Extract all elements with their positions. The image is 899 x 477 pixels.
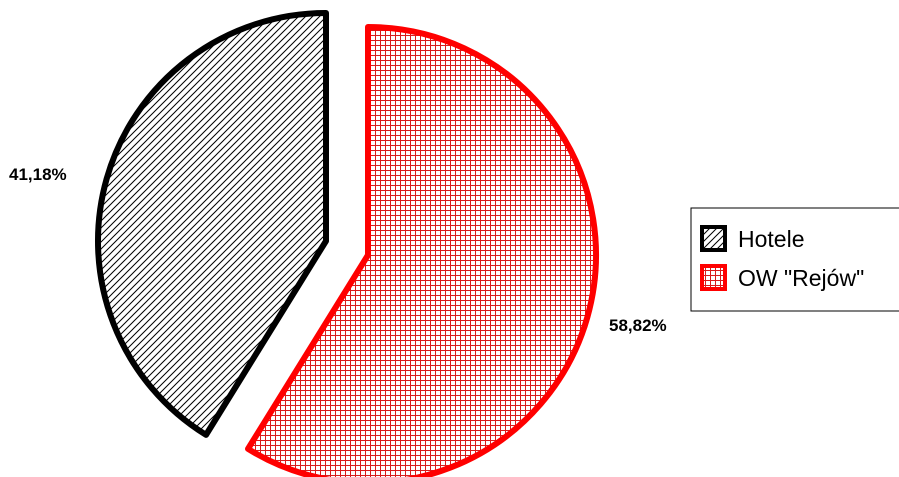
slices: [95, 10, 599, 477]
legend-swatch-ow-rejow: [700, 264, 727, 291]
legend-swatch-hotele: [700, 225, 727, 252]
legend-label-hotele: Hotele: [738, 226, 804, 252]
pie-slice-ow-rejow: [245, 24, 599, 477]
legend: Hotele OW "Rejów": [690, 207, 899, 312]
data-label-ow-rejow: 58,82%: [609, 316, 667, 335]
legend-box: [690, 207, 899, 312]
pie-slice-hotele: [95, 10, 329, 438]
data-label-hotele: 41,18%: [9, 165, 67, 184]
legend-label-ow-rejow: OW "Rejów": [738, 265, 864, 291]
